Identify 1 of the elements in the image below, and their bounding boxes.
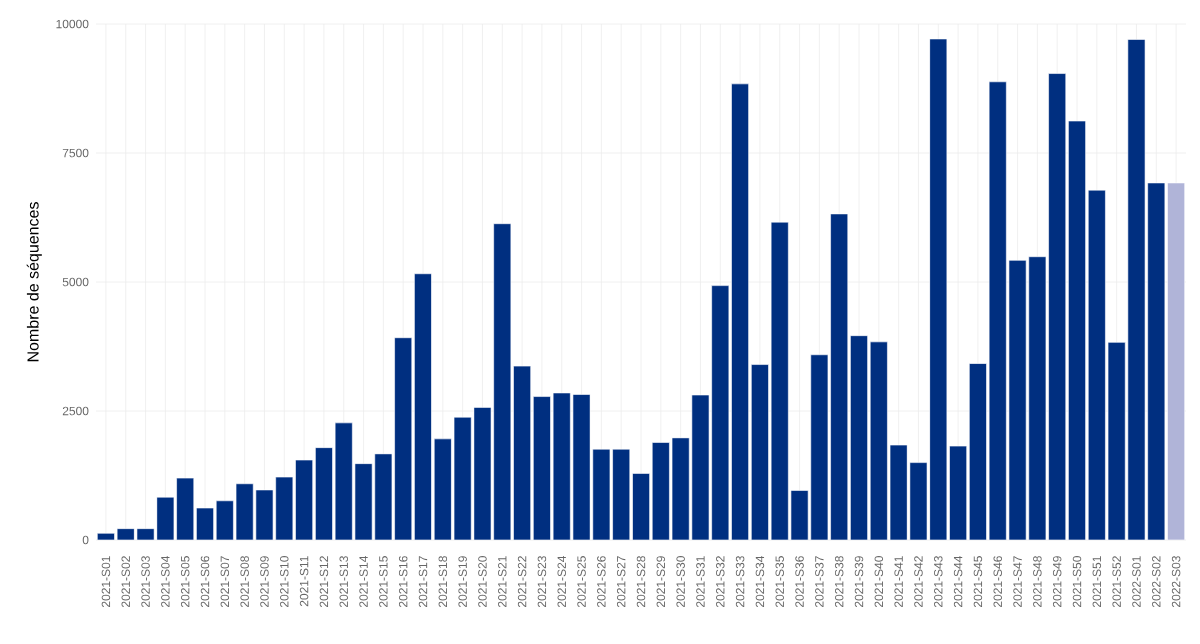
y-axis-title: Nombre de séquences	[26, 202, 42, 362]
